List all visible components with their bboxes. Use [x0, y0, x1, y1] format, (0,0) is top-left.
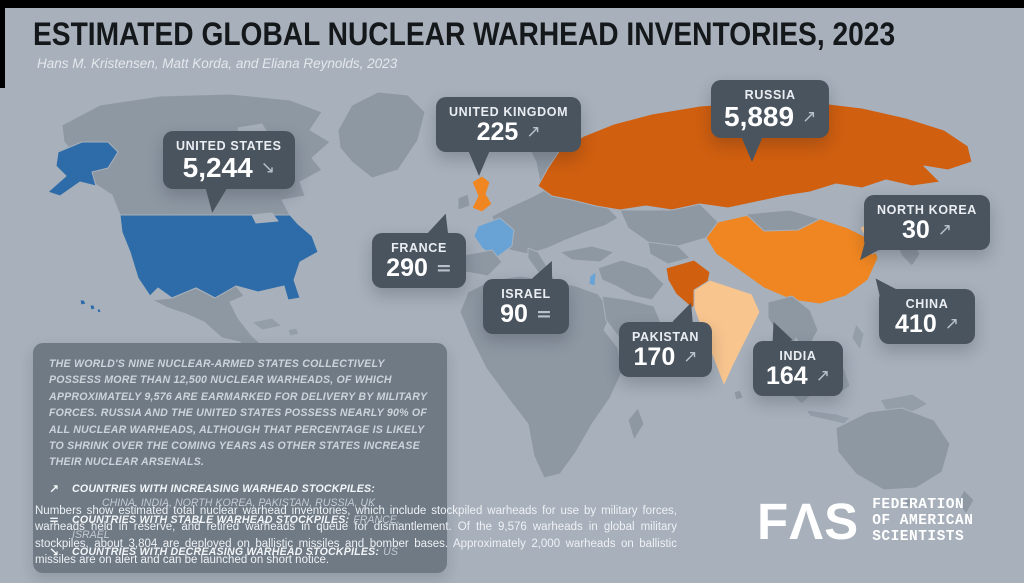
- legend-label: COUNTRIES WITH STABLE WARHEAD STOCKPILES…: [72, 514, 350, 527]
- fas-logo-line: FEDERATION: [872, 497, 965, 513]
- callout-country-label: PAKISTAN: [632, 330, 700, 344]
- header: ESTIMATED GLOBAL NUCLEAR WARHEAD INVENTO…: [33, 16, 1013, 71]
- map-country-turkey: [559, 245, 615, 263]
- callout-tail: [201, 185, 227, 215]
- legend-label: COUNTRIES WITH INCREASING WARHEAD STOCKP…: [72, 482, 376, 495]
- callout-country-label: INDIA: [779, 349, 817, 363]
- callout-pakistan: PAKISTAN 170 ↗: [619, 298, 713, 377]
- map-region-central-asia: [619, 203, 719, 265]
- callout-united-states: UNITED STATES 5,244 ↘: [163, 131, 295, 215]
- callout-country-label: UNITED KINGDOM: [449, 105, 569, 119]
- trend-up-icon: ↗: [526, 122, 541, 142]
- map-country-australia: [835, 407, 951, 491]
- legend-item-decreasing: ↘ COUNTRIES WITH DECREASING WARHEAD STOC…: [49, 545, 431, 559]
- authors-byline: Hans M. Kristensen, Matt Korda, and Elia…: [37, 56, 398, 71]
- trend-up-icon: ↗: [49, 481, 60, 496]
- callout-value: 410: [895, 310, 937, 338]
- map-country-sri-lanka: [733, 389, 744, 401]
- left-border-bar: [0, 0, 5, 88]
- fas-logo: FΛS FEDERATION OF AMERICAN SCIENTISTS: [757, 492, 973, 550]
- callout-country-label: RUSSIA: [744, 88, 796, 102]
- map-country-new-zealand: [903, 489, 975, 515]
- trend-equal-icon: =: [535, 303, 552, 325]
- trend-up-icon: ↗: [944, 314, 959, 334]
- callout-russia: RUSSIA 5,889 ↗: [711, 80, 830, 163]
- legend-countries: US: [383, 546, 398, 559]
- callout-france: FRANCE 290 =: [372, 210, 466, 288]
- callout-value: 290: [386, 254, 428, 282]
- callout-value: 170: [633, 343, 676, 371]
- map-country-mongolia: [745, 209, 821, 232]
- map-country-united-kingdom: [471, 175, 493, 213]
- trend-down-icon: ↘: [260, 157, 275, 178]
- trend-equal-icon: =: [49, 513, 60, 528]
- callout-china: CHINA 410 ↗: [866, 271, 975, 344]
- map-country-france: [473, 217, 515, 259]
- callout-united-kingdom: UNITED KINGDOM 225 ↗: [436, 97, 582, 176]
- map-region-alaska: [47, 141, 119, 197]
- trend-up-icon: ↗: [937, 220, 952, 240]
- top-border-bar: [0, 0, 1024, 8]
- callout-tail: [468, 150, 490, 176]
- fas-logo-line: SCIENTISTS: [872, 529, 965, 546]
- callout-north-korea: NORTH KOREA 30 ↗: [851, 195, 990, 268]
- trend-up-icon: ↗: [683, 347, 698, 367]
- map-country-madagascar: [627, 407, 645, 441]
- map-country-israel: [588, 271, 597, 287]
- footnote: Numbers show estimated total nuclear war…: [35, 505, 677, 567]
- fas-logo-name: FEDERATION OF AMERICAN SCIENTISTS: [872, 497, 973, 546]
- map-country-united-states: [119, 214, 319, 301]
- callout-value: 225: [476, 118, 519, 146]
- map-country-greenland: [337, 91, 426, 179]
- summary-panel: THE WORLD'S NINE NUCLEAR-ARMED STATES CO…: [33, 343, 447, 574]
- trend-up-icon: ↗: [802, 106, 817, 127]
- callout-country-label: UNITED STATES: [176, 139, 282, 153]
- callout-value: 5,889: [724, 101, 795, 132]
- callout-country-label: NORTH KOREA: [877, 203, 977, 217]
- map-region-indonesia: [785, 323, 929, 425]
- callout-israel: ISRAEL 90 =: [483, 256, 569, 334]
- page-title: ESTIMATED GLOBAL NUCLEAR WARHEAD INVENTO…: [33, 16, 896, 52]
- great-lakes: [251, 212, 279, 224]
- trend-up-icon: ↗: [815, 366, 830, 386]
- trend-equal-icon: =: [435, 257, 452, 279]
- callout-india: INDIA 164 ↗: [753, 317, 843, 396]
- map-region-middle-east: [597, 259, 665, 301]
- callout-value: 90: [500, 300, 528, 328]
- callout-value: 5,244: [182, 152, 253, 183]
- map-region-hawaii: [79, 299, 102, 314]
- callout-country-label: CHINA: [905, 297, 949, 311]
- legend-item-stable: = COUNTRIES WITH STABLE WARHEAD STOCKPIL…: [49, 513, 431, 542]
- fas-logo-line: OF AMERICAN: [872, 513, 974, 530]
- map-country-ireland: [457, 193, 471, 211]
- legend-countries: CHINA, INDIA, NORTH KOREA, PAKISTAN, RUS…: [102, 497, 376, 510]
- summary-paragraph: THE WORLD'S NINE NUCLEAR-ARMED STATES CO…: [49, 358, 428, 469]
- fas-logo-abbreviation: FΛS: [757, 492, 860, 550]
- map-region-caribbean: [251, 317, 300, 337]
- callout-value: 30: [901, 216, 930, 244]
- legend-label: COUNTRIES WITH DECREASING WARHEAD STOCKP…: [72, 546, 380, 559]
- legend-countries: FRANCE, ISRAEL: [72, 514, 400, 541]
- callout-tail: [741, 136, 763, 163]
- legend-item-increasing: ↗ COUNTRIES WITH INCREASING WARHEAD STOC…: [49, 482, 431, 511]
- callout-value: 164: [766, 362, 808, 390]
- callout-country-label: ISRAEL: [501, 287, 551, 301]
- callout-country-label: FRANCE: [391, 241, 447, 255]
- trend-down-icon: ↘: [49, 545, 60, 560]
